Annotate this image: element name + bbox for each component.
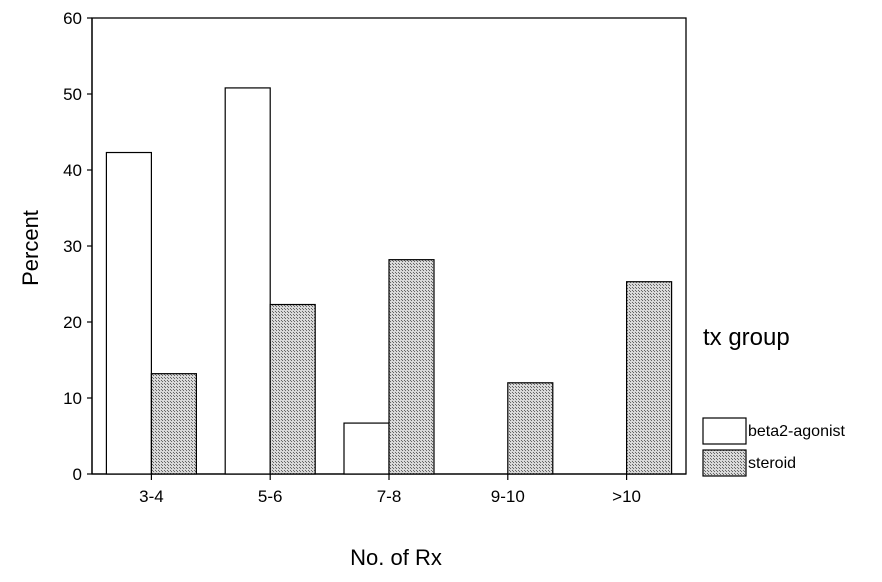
y-tick-label: 10 <box>63 389 82 408</box>
bar-beta2-agonist-7-8 <box>343 422 390 475</box>
bar-steroid--10 <box>625 281 673 475</box>
bar-beta2-agonist-5-6 <box>224 87 271 475</box>
y-axis-title: Percent <box>18 210 43 286</box>
y-tick-label: 40 <box>63 161 82 180</box>
y-tick-label: 30 <box>63 237 82 256</box>
legend: tx group beta2-agonist steroid <box>702 324 846 477</box>
y-tick-label: 0 <box>73 465 82 484</box>
x-tick-label: 7-8 <box>377 487 402 506</box>
legend-label-beta2-agonist: beta2-agonist <box>748 423 846 440</box>
x-tick-label: 9-10 <box>491 487 525 506</box>
legend-swatch-steroid <box>702 449 747 477</box>
x-axis-title: No. of Rx <box>350 545 442 570</box>
legend-title: tx group <box>703 324 790 351</box>
bar-steroid-9-10 <box>507 382 554 475</box>
x-tick-label: 5-6 <box>258 487 283 506</box>
bar-steroid-5-6 <box>269 303 316 475</box>
y-tick-label: 50 <box>63 85 82 104</box>
y-axis-ticks: 0 10 20 30 40 50 60 <box>63 9 92 484</box>
x-tick-label: >10 <box>612 487 641 506</box>
bar-steroid-7-8 <box>388 259 435 475</box>
y-tick-label: 20 <box>63 313 82 332</box>
y-tick-label: 60 <box>63 9 82 28</box>
bar-steroid-3-4 <box>150 373 197 475</box>
x-tick-label: 3-4 <box>139 487 164 506</box>
bar-beta2-agonist-3-4 <box>105 151 153 475</box>
x-axis-ticks: 3-4 5-6 7-8 9-10 >10 <box>139 474 641 506</box>
legend-swatch-beta2-agonist <box>702 417 747 445</box>
legend-label-steroid: steroid <box>748 455 796 472</box>
bar-series <box>105 87 673 475</box>
